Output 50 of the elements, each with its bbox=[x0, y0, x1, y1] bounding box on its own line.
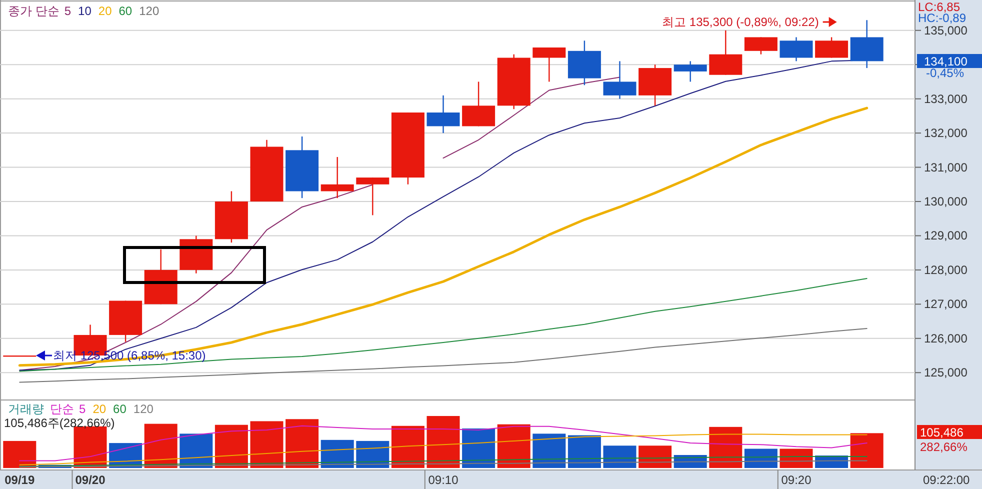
text: 60 bbox=[118, 4, 132, 18]
bar bbox=[426, 416, 460, 468]
y-tick-label: 128,000 bbox=[924, 262, 968, 277]
bar bbox=[568, 435, 601, 468]
bar bbox=[286, 419, 319, 468]
y-tick-label: 132,000 bbox=[924, 126, 968, 140]
bar bbox=[850, 433, 884, 468]
text: 60 bbox=[113, 402, 127, 416]
bar bbox=[532, 434, 566, 468]
y-tick-label: 130,000 bbox=[924, 194, 968, 208]
text: 09:22:00 bbox=[923, 473, 970, 487]
text: 120 bbox=[133, 402, 154, 416]
bar bbox=[3, 440, 36, 468]
text: 5 bbox=[64, 4, 72, 18]
bar bbox=[144, 424, 178, 468]
bar bbox=[462, 428, 496, 468]
legend-title: 단순 bbox=[50, 402, 74, 416]
bar bbox=[603, 446, 636, 468]
text: 10 bbox=[78, 4, 92, 18]
text: 20 bbox=[92, 402, 106, 416]
chart-title: 거래량 bbox=[8, 402, 44, 416]
text: 5 bbox=[79, 402, 86, 416]
y-tick-label: 125,000 bbox=[924, 366, 968, 380]
bar bbox=[497, 424, 530, 468]
x-tick-label: 09/19 bbox=[4, 473, 35, 487]
bar bbox=[638, 446, 672, 468]
x-tick-label: 09:20 bbox=[781, 473, 812, 487]
text: 20 bbox=[98, 4, 112, 18]
bar bbox=[709, 426, 742, 468]
bar bbox=[250, 421, 284, 468]
text: LC:6,85 bbox=[918, 0, 960, 14]
text: 134,100 bbox=[924, 54, 968, 68]
text: 120 bbox=[139, 4, 160, 18]
y-tick-label: 135,000 bbox=[924, 23, 968, 38]
annotation: 최고 135,300 (-0,89%, 09:22) bbox=[662, 15, 819, 29]
x-tick-label: 09/20 bbox=[75, 473, 106, 487]
y-tick-label: 129,000 bbox=[924, 228, 968, 243]
text: 105,486 bbox=[920, 426, 964, 440]
x-tick-label: 09:10 bbox=[428, 473, 459, 487]
legend-title: 종가 단순 bbox=[8, 4, 60, 18]
text: -0,45% bbox=[926, 66, 964, 80]
y-tick-label: 133,000 bbox=[924, 92, 968, 106]
candlestick bbox=[320, 156, 354, 199]
text: 282,66% bbox=[920, 440, 968, 454]
y-tick-label: 126,000 bbox=[924, 331, 968, 346]
y-tick-label: 131,000 bbox=[924, 160, 968, 174]
bar bbox=[214, 424, 248, 468]
y-tick-label: 127,000 bbox=[924, 297, 968, 312]
annotation: 105,486주(282,66%) bbox=[4, 416, 115, 430]
text: HC:-0,89 bbox=[918, 11, 966, 25]
